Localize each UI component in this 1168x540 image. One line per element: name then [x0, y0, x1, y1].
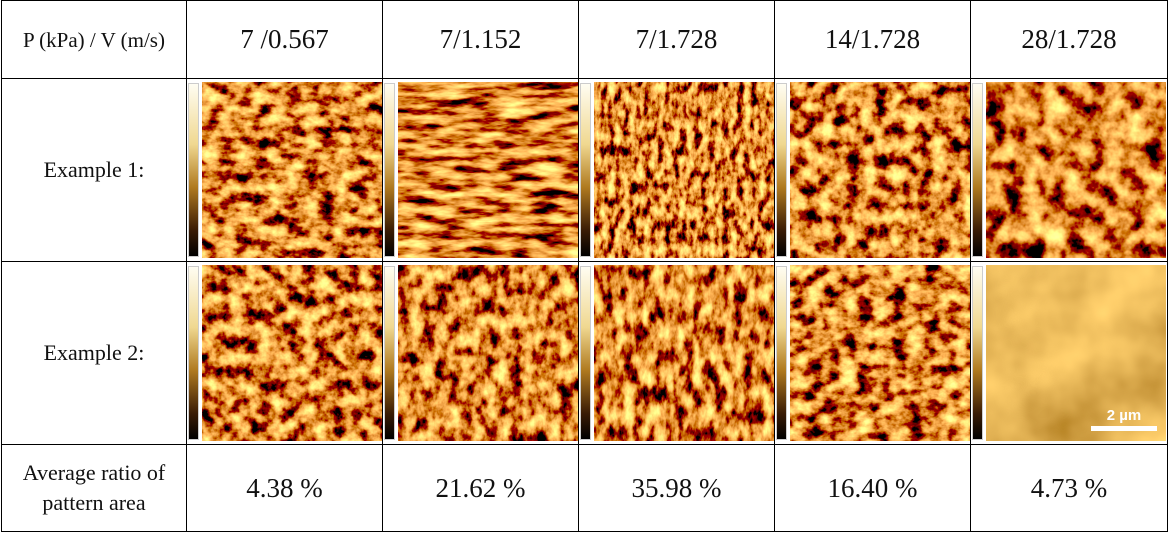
afm-image [594, 265, 774, 441]
afm-texture [594, 82, 774, 258]
afm-image [594, 82, 774, 258]
afm-cell [383, 262, 579, 445]
afm-texture [790, 82, 970, 258]
afm-texture [594, 265, 774, 441]
afm-box [579, 265, 774, 441]
color-scale [580, 83, 591, 257]
afm-box [187, 265, 382, 441]
row-label: Average ratio of pattern area [2, 445, 187, 532]
afm-image [202, 82, 382, 258]
ratio-value: 35.98 % [579, 445, 775, 532]
afm-texture [202, 82, 382, 258]
page: {"table": { "header": ["P (kPa) / V (m/s… [0, 0, 1168, 540]
afm-image [398, 265, 578, 441]
column-header: 14/1.728 [775, 1, 971, 79]
afm-cell [383, 79, 579, 262]
afm-box [187, 82, 382, 258]
afm-texture [398, 82, 578, 258]
example-row: Example 1: [2, 79, 1168, 262]
afm-cell [775, 262, 971, 445]
afm-cell: 2 µm [971, 262, 1168, 445]
afm-box [971, 82, 1167, 258]
column-header: 28/1.728 [971, 1, 1168, 79]
afm-cell [579, 79, 775, 262]
afm-cell [187, 79, 383, 262]
color-scale [776, 83, 787, 257]
example-row: Example 2: 2 µm [2, 262, 1168, 445]
afm-image [202, 265, 382, 441]
afm-image [986, 82, 1166, 258]
color-scale [384, 266, 395, 440]
ratio-value: 4.73 % [971, 445, 1168, 532]
column-header: 7/1.728 [579, 1, 775, 79]
afm-image [790, 82, 970, 258]
afm-box [383, 82, 578, 258]
afm-texture [202, 265, 382, 441]
afm-texture [790, 265, 970, 441]
afm-box [579, 82, 774, 258]
column-header: 7/1.152 [383, 1, 579, 79]
afm-cell [187, 262, 383, 445]
corner-header: P (kPa) / V (m/s) [2, 1, 187, 79]
afm-cell [579, 262, 775, 445]
row-label: Example 1: [2, 79, 187, 262]
color-scale [188, 266, 199, 440]
scale-bar: 2 µm [1091, 407, 1157, 431]
color-scale [972, 266, 983, 440]
afm-box [775, 265, 970, 441]
afm-texture [398, 265, 578, 441]
afm-cell [775, 79, 971, 262]
scale-bar-line [1091, 426, 1157, 431]
ratio-value: 16.40 % [775, 445, 971, 532]
afm-box [775, 82, 970, 258]
color-scale [580, 266, 591, 440]
ratio-value: 4.38 % [187, 445, 383, 532]
afm-image [398, 82, 578, 258]
afm-image [790, 265, 970, 441]
row-label: Example 2: [2, 262, 187, 445]
afm-box: 2 µm [971, 265, 1167, 441]
scale-bar-label: 2 µm [1091, 407, 1157, 424]
afm-texture [986, 82, 1166, 258]
afm-cell [971, 79, 1168, 262]
results-table: P (kPa) / V (m/s)7 /0.5677/1.1527/1.7281… [1, 0, 1168, 532]
color-scale [384, 83, 395, 257]
afm-box [383, 265, 578, 441]
color-scale [188, 83, 199, 257]
column-header: 7 /0.567 [187, 1, 383, 79]
color-scale [972, 83, 983, 257]
color-scale [776, 266, 787, 440]
ratio-value: 21.62 % [383, 445, 579, 532]
